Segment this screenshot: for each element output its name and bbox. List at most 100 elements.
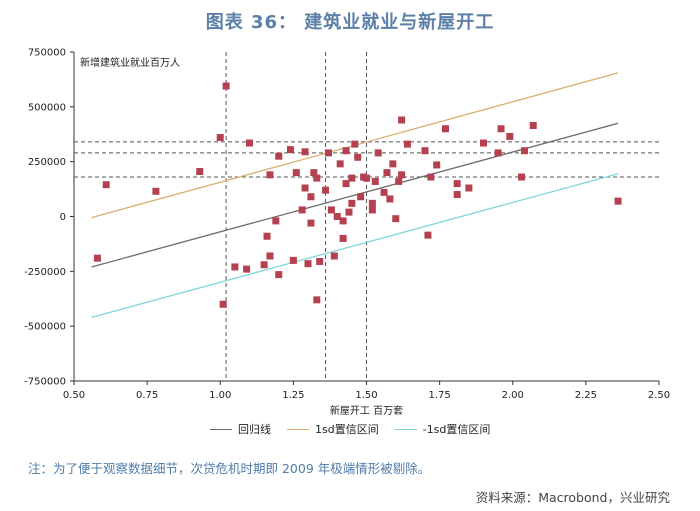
- legend-item-lower: -1sd置信区间: [394, 421, 491, 437]
- legend-label-lower: -1sd置信区间: [422, 423, 491, 436]
- data-point: [307, 219, 315, 227]
- data-point: [465, 184, 473, 192]
- data-point: [342, 180, 350, 188]
- data-point: [348, 174, 356, 182]
- x-tick-label: 1.75: [428, 390, 450, 401]
- data-point: [354, 153, 362, 161]
- legend: 回归线 1sd置信区间 -1sd置信区间: [210, 421, 490, 437]
- legend-item-upper: 1sd置信区间: [287, 421, 379, 437]
- data-point: [380, 188, 388, 196]
- y-tick-label: 250000: [28, 157, 66, 168]
- data-point: [345, 208, 353, 216]
- x-tick-label: 1.50: [355, 390, 377, 401]
- data-point: [231, 263, 239, 271]
- data-point: [275, 152, 283, 160]
- data-point: [152, 187, 160, 195]
- data-point: [289, 256, 297, 264]
- legend-swatch-regression: [210, 428, 232, 430]
- data-point: [324, 149, 332, 157]
- x-tick-label: 2.25: [575, 390, 597, 401]
- data-point: [333, 213, 341, 220]
- data-point: [275, 271, 283, 279]
- data-point: [339, 234, 347, 242]
- data-point: [497, 125, 505, 133]
- data-point: [286, 146, 294, 154]
- data-point: [374, 149, 382, 157]
- legend-item-regression: 回归线: [210, 421, 271, 437]
- data-point: [421, 147, 429, 155]
- legend-label-regression: 回归线: [238, 423, 271, 436]
- data-point: [219, 300, 227, 308]
- data-point: [292, 169, 300, 177]
- data-point: [433, 161, 441, 169]
- data-point: [614, 197, 622, 205]
- lower-sd-line: [91, 173, 619, 319]
- data-point: [357, 193, 365, 201]
- x-tick-label: 1.25: [282, 390, 304, 401]
- y-tick-label: -500000: [24, 322, 66, 333]
- data-point: [339, 217, 347, 225]
- data-point: [398, 116, 406, 124]
- y-tick-label: 750000: [28, 48, 66, 59]
- data-point: [222, 82, 230, 90]
- data-point: [480, 139, 487, 147]
- data-point: [368, 199, 376, 207]
- data-point: [389, 160, 397, 168]
- data-point: [301, 184, 309, 192]
- data-point: [371, 177, 379, 185]
- data-point: [304, 260, 312, 268]
- footnote: 注：为了便于观察数据细节，次贷危机时期即 2009 年极端情形被剔除。: [28, 461, 431, 476]
- data-point: [403, 140, 411, 148]
- data-point: [494, 149, 502, 157]
- y-axis-title: 新增建筑业就业百万人: [80, 56, 180, 69]
- data-point: [453, 180, 461, 188]
- data-point: [313, 174, 321, 182]
- data-point: [322, 186, 330, 194]
- data-point: [441, 125, 449, 133]
- data-point: [263, 232, 271, 240]
- x-tick-label: 0.75: [136, 390, 158, 401]
- data-point: [386, 195, 394, 203]
- data-point: [246, 139, 253, 147]
- data-point: [316, 257, 324, 265]
- data-point: [506, 132, 514, 140]
- legend-label-upper: 1sd置信区间: [315, 423, 379, 436]
- data-point: [348, 199, 356, 207]
- legend-swatch-lower: [394, 428, 417, 430]
- x-tick-label: 2.00: [502, 390, 524, 401]
- data-point: [398, 171, 406, 179]
- data-point: [93, 254, 101, 262]
- regression-line: [91, 122, 619, 268]
- data-point: [196, 168, 204, 176]
- x-axis-title: 新屋开工 百万套: [330, 404, 403, 417]
- data-point: [336, 160, 344, 168]
- x-tick-label: 1.00: [209, 390, 231, 401]
- x-tick-label: 2.50: [648, 390, 670, 401]
- data-point: [342, 147, 350, 155]
- chart-title: 图表 36： 建筑业就业与新屋开工: [205, 12, 495, 33]
- data-point: [313, 296, 321, 304]
- data-point: [310, 169, 318, 177]
- data-point: [424, 231, 432, 239]
- y-tick-label: 500000: [28, 102, 66, 113]
- data-point: [395, 177, 403, 185]
- source-credit: 资料来源：Macrobond，兴业研究: [475, 490, 670, 505]
- y-tick-label: -250000: [24, 267, 66, 278]
- data-point: [301, 148, 309, 156]
- data-point: [260, 261, 268, 269]
- data-point: [243, 265, 251, 273]
- legend-swatch-upper: [287, 428, 309, 430]
- data-point: [518, 173, 526, 181]
- data-point: [102, 181, 110, 189]
- y-tick-label: 0: [60, 212, 66, 223]
- data-point: [427, 173, 435, 181]
- data-point: [272, 217, 280, 225]
- data-point: [266, 171, 274, 179]
- y-tick-label: -750000: [24, 377, 66, 388]
- data-point: [307, 193, 315, 201]
- data-point: [453, 191, 461, 199]
- data-point: [327, 206, 335, 214]
- data-point: [330, 252, 338, 260]
- data-point: [216, 134, 224, 142]
